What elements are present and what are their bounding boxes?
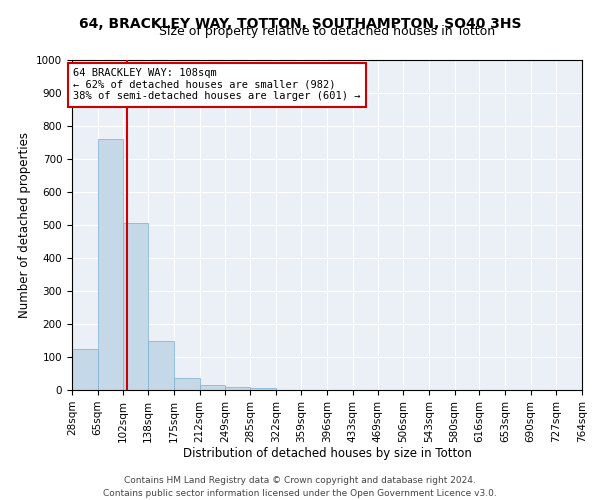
Bar (199, 385, 225, 390)
Bar (250, 388, 276, 390)
Title: Size of property relative to detached houses in Totton: Size of property relative to detached ho… (159, 25, 495, 38)
Text: 64 BRACKLEY WAY: 108sqm
← 62% of detached houses are smaller (982)
38% of semi-d: 64 BRACKLEY WAY: 108sqm ← 62% of detache… (73, 68, 361, 102)
Bar (72, 349, 98, 390)
Bar (123, 224, 148, 390)
Y-axis label: Number of detached properties: Number of detached properties (17, 132, 31, 318)
Text: Contains HM Land Registry data © Crown copyright and database right 2024.
Contai: Contains HM Land Registry data © Crown c… (103, 476, 497, 498)
Bar (98, 139, 123, 390)
Text: 64, BRACKLEY WAY, TOTTON, SOUTHAMPTON, SO40 3HS: 64, BRACKLEY WAY, TOTTON, SOUTHAMPTON, S… (79, 18, 521, 32)
Bar (225, 388, 250, 390)
X-axis label: Distribution of detached houses by size in Totton: Distribution of detached houses by size … (182, 448, 472, 460)
Bar (148, 340, 174, 390)
Bar (174, 378, 199, 390)
